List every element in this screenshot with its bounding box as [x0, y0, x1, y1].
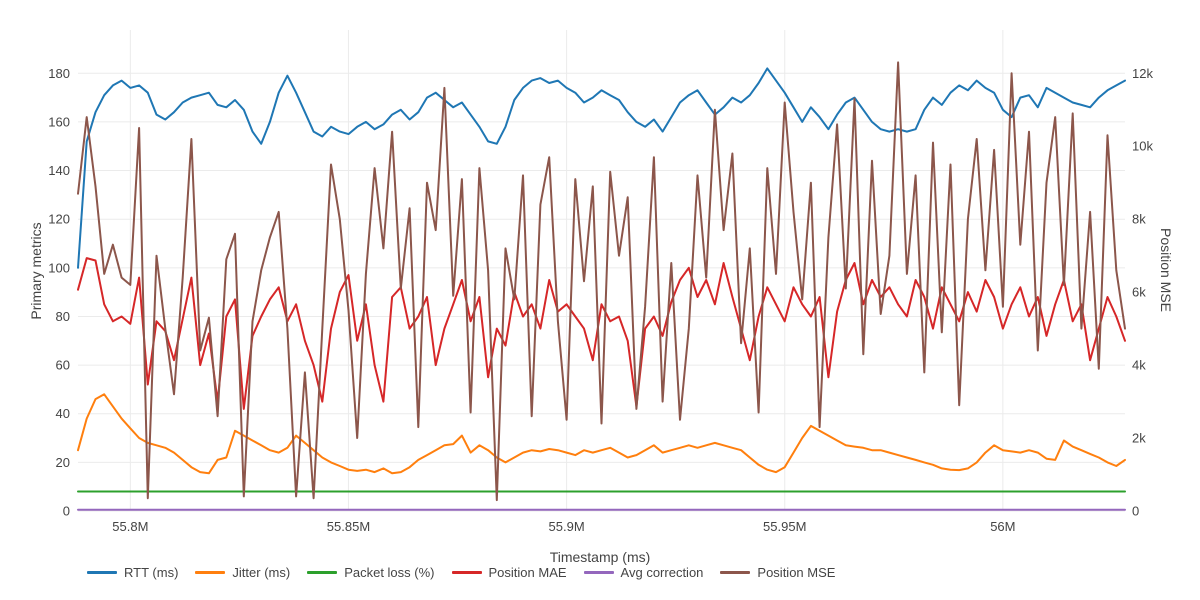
y-left-tick-label: 140 — [48, 163, 70, 178]
series-lines — [77, 61, 1126, 511]
legend-line-swatch — [87, 571, 117, 574]
y-axis-title-left: Primary metrics — [28, 222, 44, 320]
legend-line-swatch — [307, 571, 338, 574]
legend-item-position-mae[interactable]: Position MAE — [451, 565, 567, 580]
series-line-jitter-ms — [77, 393, 1126, 475]
x-tick-label: 56M — [990, 519, 1015, 534]
legend-label: Position MAE — [488, 565, 567, 580]
legend-item-jitter[interactable]: Jitter (ms) — [195, 565, 290, 580]
y-right-tick-label: 4k — [1132, 358, 1146, 373]
legend-label: Avg correction — [620, 565, 704, 580]
x-tick-label: 55.85M — [327, 519, 370, 534]
y-left-tick-label: 100 — [48, 260, 70, 275]
y-left-tick-label: 80 — [56, 309, 70, 324]
legend-line-swatch — [451, 571, 482, 574]
series-line-position-mse — [77, 61, 1126, 502]
series-line-rtt-ms — [77, 67, 1126, 269]
y-right-tick-label: 2k — [1132, 431, 1146, 446]
legend-item-avg-correction[interactable]: Avg correction — [583, 565, 704, 580]
gridlines — [78, 30, 1125, 512]
y-left-tick-label: 0 — [63, 504, 70, 519]
y-right-tick-label: 8k — [1132, 212, 1146, 227]
legend-label: Position MSE — [757, 565, 836, 580]
y-left-tick-label: 160 — [48, 114, 70, 129]
legend-item-packet-loss[interactable]: Packet loss (%) — [307, 565, 435, 580]
legend-line-swatch — [720, 571, 751, 574]
legend-label: Jitter (ms) — [232, 565, 291, 580]
legend-line-swatch — [195, 571, 226, 574]
legend-item-rtt[interactable]: RTT (ms) — [87, 565, 178, 580]
y-left-tick-label: 180 — [48, 66, 70, 81]
y-axis-title-right: Position MSE — [1158, 227, 1174, 313]
legend-line-swatch — [583, 571, 614, 574]
legend-label: RTT (ms) — [124, 565, 179, 580]
x-tick-label: 55.9M — [549, 519, 585, 534]
y-left-tick-label: 120 — [48, 212, 70, 227]
plot-area[interactable] — [78, 30, 1125, 511]
y-right-tick-label: 10k — [1132, 139, 1153, 154]
legend-label: Packet loss (%) — [344, 565, 435, 580]
x-tick-label: 55.8M — [112, 519, 148, 534]
legend-item-position-mse[interactable]: Position MSE — [720, 565, 835, 580]
x-axis-title: Timestamp (ms) — [549, 549, 651, 565]
y-right-tick-label: 12k — [1132, 66, 1153, 81]
axis-tick-labels: 0 20 40 60 80 100 120 140 160 180 0 2k 4k 6k 8k 10k 12k 5… — [48, 66, 1153, 534]
y-right-tick-label: 6k — [1132, 285, 1146, 300]
legend: RTT (ms) Jitter (ms) Packet loss (%) Pos… — [87, 565, 835, 580]
y-right-tick-label: 0 — [1132, 504, 1139, 519]
y-left-tick-label: 60 — [56, 358, 70, 373]
x-tick-label: 55.95M — [763, 519, 806, 534]
y-left-tick-label: 40 — [56, 406, 70, 421]
y-left-tick-label: 20 — [56, 455, 70, 470]
